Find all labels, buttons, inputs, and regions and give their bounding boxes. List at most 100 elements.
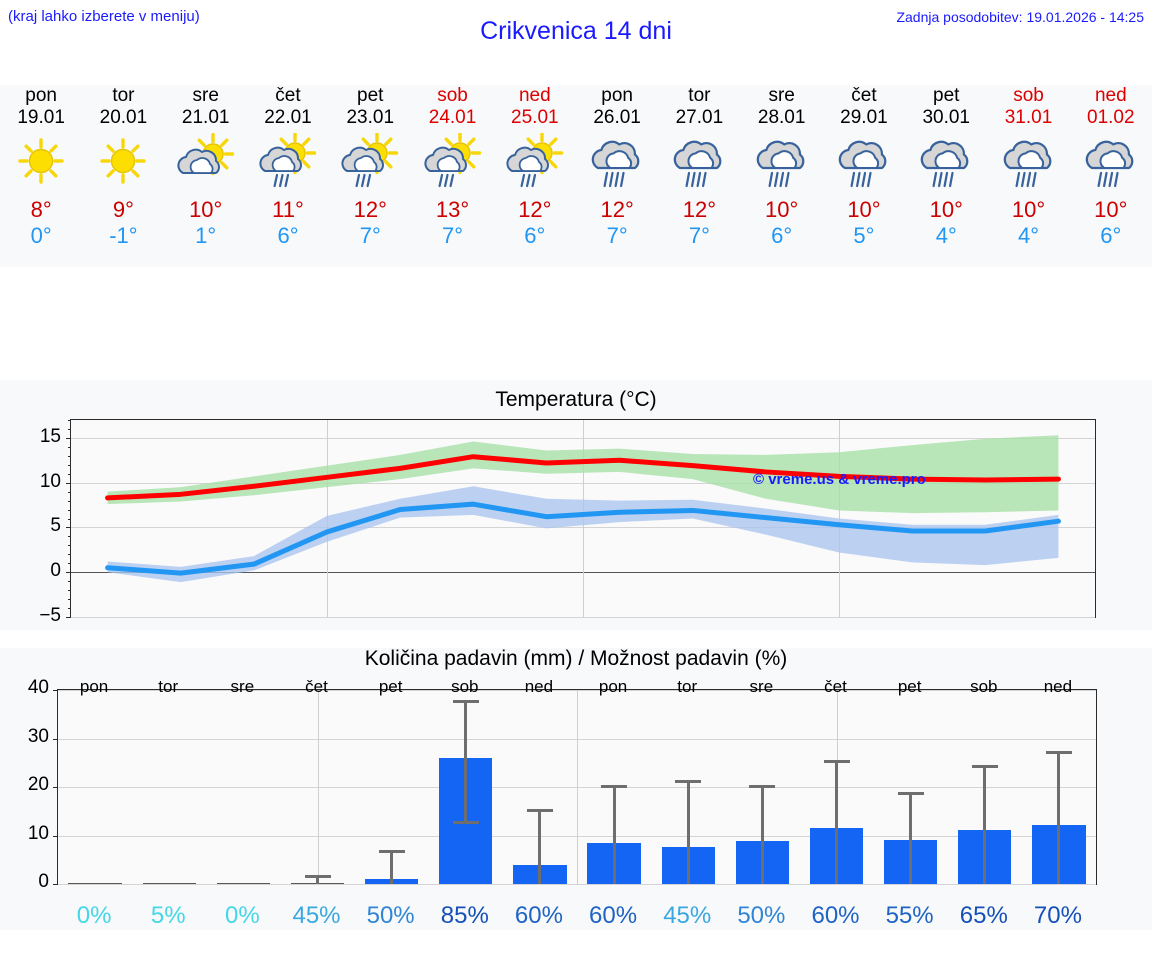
page-header: (kraj lahko izberete v meniju) Crikvenic… bbox=[0, 0, 1152, 45]
temperature-axis-tick bbox=[66, 527, 71, 529]
precipitation-error-bar bbox=[390, 850, 394, 884]
precipitation-axis-tick bbox=[53, 738, 58, 740]
temperature-min: 7° bbox=[606, 223, 628, 248]
temperature-axis-tick bbox=[66, 437, 71, 439]
temperature-max: 12° bbox=[600, 197, 634, 222]
forecast-day-column[interactable]: sre 21.01 10° 1° bbox=[165, 85, 247, 267]
forecast-day-column[interactable]: čet 29.01 10° 5° bbox=[823, 85, 905, 267]
day-of-week: čet bbox=[275, 85, 301, 106]
precipitation-error-bar bbox=[909, 791, 913, 884]
forecast-day-column[interactable]: pon 26.01 12° 7° bbox=[576, 85, 658, 267]
sun-cloud-icon bbox=[177, 132, 234, 176]
precipitation-probability-label: 50% bbox=[366, 902, 415, 929]
precipitation-error-bar bbox=[538, 808, 542, 884]
precipitation-error-bar bbox=[464, 699, 468, 821]
precipitation-error-cap-top bbox=[1045, 750, 1072, 754]
day-of-week: čet bbox=[851, 85, 877, 106]
forecast-day-column[interactable]: pet 30.01 10° 4° bbox=[905, 85, 987, 267]
precipitation-error-cap-top bbox=[749, 784, 776, 788]
temperature-max: 10° bbox=[1011, 197, 1046, 222]
temperature-axis-minor-tick bbox=[68, 420, 71, 421]
cloud-rain-icon bbox=[920, 140, 969, 188]
temperature-max: 10° bbox=[189, 197, 223, 222]
day-date: 23.01 bbox=[346, 107, 395, 128]
precipitation-day-label: sob bbox=[970, 677, 998, 696]
weather-icon-wrap bbox=[995, 133, 1063, 195]
weather-icon-wrap bbox=[419, 131, 487, 195]
precipitation-day-label: pon bbox=[598, 677, 628, 696]
weather-icon-wrap bbox=[89, 133, 157, 195]
temperature-max: 8° bbox=[30, 197, 52, 222]
temperature-axis-minor-tick bbox=[68, 554, 71, 556]
temperature-y-tick-label: 10 bbox=[39, 470, 61, 492]
temperature-axis-minor-tick bbox=[68, 464, 71, 466]
precipitation-probability-label: 55% bbox=[885, 902, 934, 929]
precipitation-day-label: čet bbox=[305, 677, 328, 696]
day-of-week: pet bbox=[933, 85, 960, 106]
precipitation-day-label: sre bbox=[749, 677, 774, 696]
precipitation-day-label: sob bbox=[451, 677, 479, 696]
weather-icon-wrap bbox=[583, 133, 651, 195]
forecast-day-column[interactable]: tor 20.01 9° -1° bbox=[82, 85, 164, 267]
precipitation-error-bar bbox=[983, 765, 987, 884]
day-of-week: pon bbox=[25, 85, 57, 106]
precipitation-probability-label: 0% bbox=[225, 902, 260, 929]
weather-icon-wrap bbox=[7, 133, 75, 195]
weather-icon-wrap bbox=[501, 131, 569, 195]
precipitation-day-label: ned bbox=[1043, 677, 1073, 696]
day-date: 25.01 bbox=[511, 107, 559, 128]
precipitation-error-cap-top bbox=[971, 765, 998, 769]
temperature-axis-minor-tick bbox=[68, 473, 71, 475]
temperature-axis-minor-tick bbox=[68, 509, 71, 511]
temperature-min-line bbox=[105, 501, 1061, 576]
forecast-day-column[interactable]: tor 27.01 12° 7° bbox=[658, 85, 740, 267]
temperature-min: 6° bbox=[277, 223, 299, 248]
precipitation-day-label: tor bbox=[677, 677, 698, 696]
temperature-y-tick-label: 15 bbox=[39, 425, 61, 447]
temperature-y-tick-label: 0 bbox=[50, 560, 61, 582]
precipitation-error-cap-top bbox=[675, 779, 702, 783]
temperature-max-band bbox=[107, 435, 1059, 514]
temperature-axis-minor-tick bbox=[68, 491, 71, 493]
cloud-rain-icon bbox=[1003, 140, 1051, 188]
forecast-day-column[interactable]: sre 28.01 10° 6° bbox=[741, 85, 823, 267]
temperature-min: 6° bbox=[524, 223, 546, 248]
temperature-max: 11° bbox=[272, 197, 304, 222]
precipitation-error-cap-top bbox=[823, 760, 850, 764]
day-date: 22.01 bbox=[264, 107, 312, 128]
forecast-day-column[interactable]: pet 23.01 12° 7° bbox=[329, 85, 411, 267]
precipitation-error-cap-top bbox=[601, 784, 628, 788]
forecast-day-column[interactable]: ned 01.02 10° 6° bbox=[1070, 85, 1152, 267]
temperature-max: 10° bbox=[765, 197, 799, 222]
forecast-day-column[interactable]: ned 25.01 12° 6° bbox=[494, 85, 576, 267]
temperature-axis-tick bbox=[66, 617, 71, 618]
precipitation-error-bar bbox=[612, 784, 616, 884]
precipitation-day-separator bbox=[317, 690, 319, 884]
precipitation-probability-label: 85% bbox=[440, 902, 489, 929]
temperature-plot-area: −5 0 5 10 15 © vreme.us & vreme.pro bbox=[39, 419, 1096, 626]
weather-icon-wrap bbox=[830, 133, 898, 195]
weather-icon-wrap bbox=[912, 133, 980, 195]
day-date: 30.01 bbox=[922, 107, 970, 128]
temperature-min: 1° bbox=[195, 223, 217, 248]
temperature-min: 5° bbox=[853, 223, 875, 248]
forecast-day-column[interactable]: čet 22.01 11° 6° bbox=[247, 85, 329, 267]
forecast-days-row: pon 19.01 8° 0° tor 20.01 9° -1° sre 21.01 10° 1° č… bbox=[0, 85, 1152, 267]
precipitation-y-tick-label: 0 bbox=[38, 871, 49, 892]
day-date: 21.01 bbox=[181, 107, 230, 128]
temperature-min: 6° bbox=[1100, 223, 1122, 248]
temperature-axis-minor-tick bbox=[68, 500, 71, 502]
day-of-week: ned bbox=[518, 85, 551, 106]
forecast-day-column[interactable]: pon 19.01 8° 0° bbox=[0, 85, 82, 267]
forecast-day-column[interactable]: sob 31.01 10° 4° bbox=[987, 85, 1069, 267]
temperature-chart-title: Temperatura (°C) bbox=[495, 388, 657, 411]
forecast-day-column[interactable]: sob 24.01 13° 7° bbox=[411, 85, 493, 267]
temperature-max-line bbox=[105, 454, 1061, 501]
precipitation-probability-label: 70% bbox=[1033, 902, 1082, 929]
precipitation-day-label: pon bbox=[79, 677, 109, 696]
precipitation-error-cap-top bbox=[304, 875, 331, 879]
temperature-max: 10° bbox=[1094, 197, 1128, 222]
temperature-y-tick-label: 5 bbox=[50, 515, 61, 537]
day-date: 28.01 bbox=[757, 107, 806, 128]
precipitation-probability-label: 0% bbox=[76, 902, 112, 929]
